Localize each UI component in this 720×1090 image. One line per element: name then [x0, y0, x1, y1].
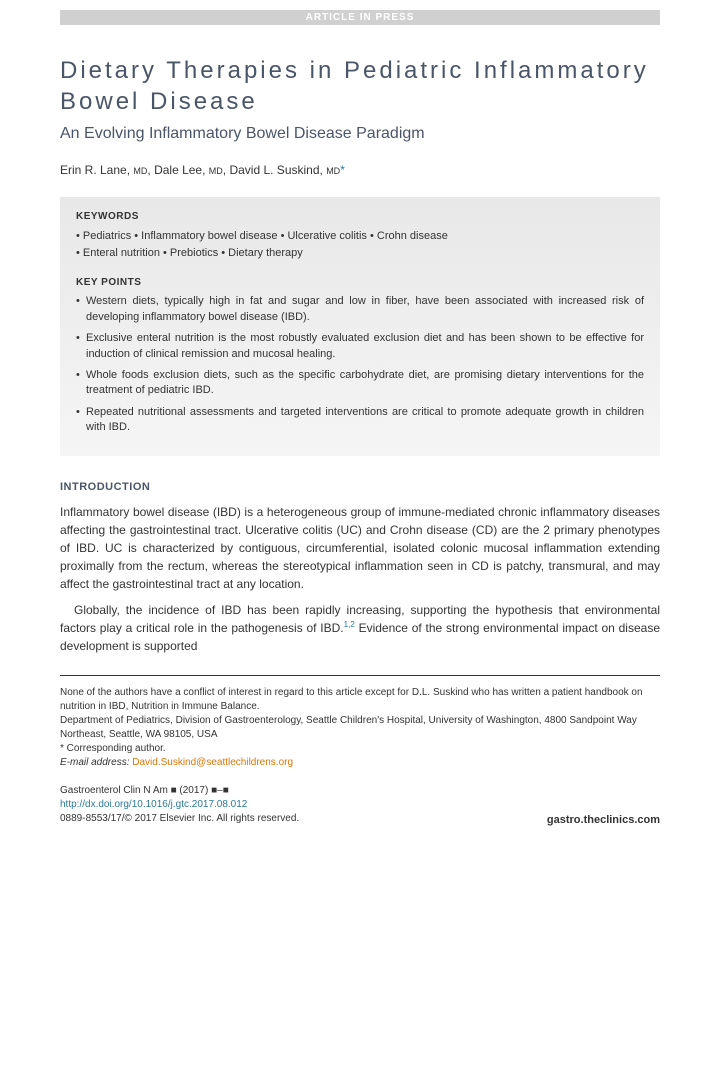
keypoint-item: Repeated nutritional assessments and tar… [76, 405, 644, 436]
disclosure-text: None of the authors have a conflict of i… [60, 686, 660, 714]
keypoints-heading: KEY POINTS [76, 277, 644, 288]
article-subtitle: An Evolving Inflammatory Bowel Disease P… [60, 125, 660, 143]
article-title: Dietary Therapies in Pediatric Inflammat… [60, 55, 660, 117]
intro-paragraph-1: Inflammatory bowel disease (IBD) is a he… [60, 503, 660, 593]
keypoint-item: Whole foods exclusion diets, such as the… [76, 368, 644, 399]
author-1-name: Erin R. Lane, [60, 163, 130, 177]
email-label: E-mail address: [60, 757, 132, 768]
keypoints-list: Western diets, typically high in fat and… [76, 294, 644, 435]
footer-disclosure-box: None of the authors have a conflict of i… [60, 675, 660, 770]
author-3-name: David L. Suskind, [229, 163, 322, 177]
author-2-name: Dale Lee, [154, 163, 205, 177]
intro-paragraph-2: Globally, the incidence of IBD has been … [60, 601, 660, 655]
keywords-keypoints-box: KEYWORDS • Pediatrics • Inflammatory bow… [60, 197, 660, 455]
keypoint-item: Exclusive enteral nutrition is the most … [76, 331, 644, 362]
author-1-degree: MD [133, 166, 147, 176]
keywords-line-1: • Pediatrics • Inflammatory bowel diseas… [76, 228, 644, 245]
doi-link[interactable]: http://dx.doi.org/10.1016/j.gtc.2017.08.… [60, 798, 299, 812]
authors-line: Erin R. Lane, MD, Dale Lee, MD, David L.… [60, 163, 660, 177]
journal-left: Gastroenterol Clin N Am ■ (2017) ■–■ htt… [60, 784, 299, 826]
email-line: E-mail address: David.Suskind@seattlechi… [60, 756, 660, 770]
journal-name: Gastroenterol Clin N Am ■ (2017) ■–■ [60, 784, 299, 798]
corresponding-label: * Corresponding author. [60, 742, 660, 756]
keypoint-item: Western diets, typically high in fat and… [76, 294, 644, 325]
affiliation-text: Department of Pediatrics, Division of Ga… [60, 714, 660, 742]
email-link[interactable]: David.Suskind@seattlechildrens.org [132, 757, 293, 768]
author-2-degree: MD [209, 166, 223, 176]
keywords-line-2: • Enteral nutrition • Prebiotics • Dieta… [76, 245, 644, 262]
journal-site[interactable]: gastro.theclinics.com [547, 814, 660, 826]
keywords-list: • Pediatrics • Inflammatory bowel diseas… [76, 228, 644, 261]
citation-ref[interactable]: 1,2 [344, 620, 355, 629]
copyright-text: 0889-8553/17/© 2017 Elsevier Inc. All ri… [60, 812, 299, 826]
journal-info-row: Gastroenterol Clin N Am ■ (2017) ■–■ htt… [60, 784, 660, 826]
keywords-heading: KEYWORDS [76, 211, 644, 222]
introduction-heading: INTRODUCTION [60, 481, 660, 493]
corresponding-mark: * [340, 163, 345, 177]
author-3-degree: MD [326, 166, 340, 176]
article-in-press-banner: ARTICLE IN PRESS [60, 10, 660, 25]
